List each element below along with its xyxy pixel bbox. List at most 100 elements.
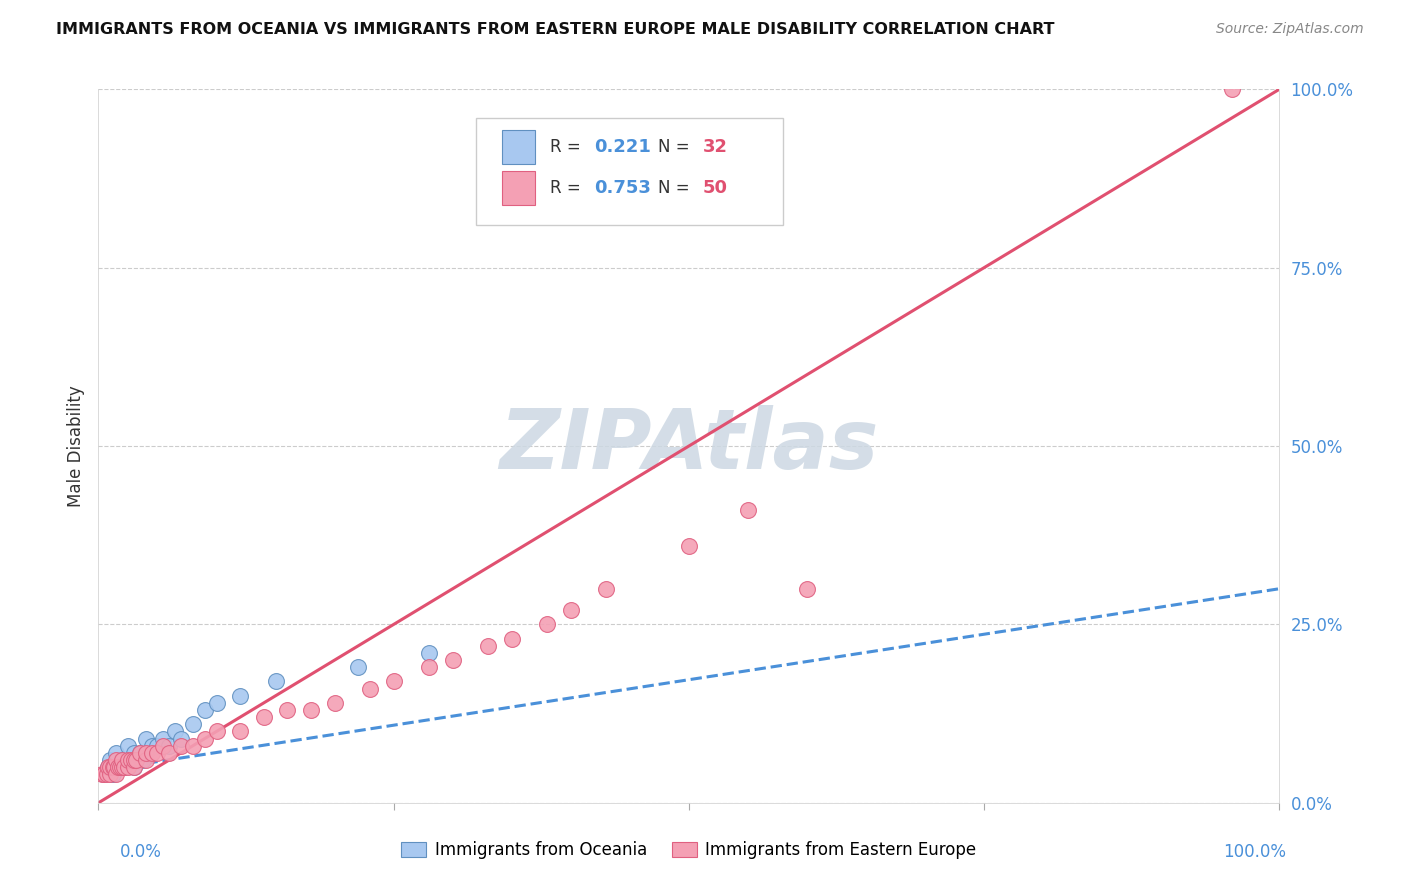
Point — [132, 753, 155, 767]
Point — [141, 739, 163, 753]
Point — [107, 760, 129, 774]
Point — [181, 739, 204, 753]
Point — [229, 689, 252, 703]
Point — [91, 767, 114, 781]
Point — [477, 639, 499, 653]
Point — [97, 760, 120, 774]
Point — [299, 703, 322, 717]
Point — [111, 753, 134, 767]
Point — [141, 746, 163, 760]
Point — [194, 731, 217, 746]
Point — [181, 717, 204, 731]
Point — [112, 760, 135, 774]
Text: 0.753: 0.753 — [595, 178, 651, 196]
Bar — [502, 130, 536, 164]
Text: 0.0%: 0.0% — [120, 843, 162, 861]
Point — [111, 760, 134, 774]
Text: R =: R = — [550, 178, 585, 196]
Point — [595, 582, 617, 596]
Point — [97, 760, 120, 774]
Point — [229, 724, 252, 739]
Point — [135, 753, 157, 767]
Point — [418, 646, 440, 660]
FancyBboxPatch shape — [477, 118, 783, 225]
Point — [117, 753, 139, 767]
Point — [98, 760, 121, 774]
Point — [93, 767, 115, 781]
Point — [418, 660, 440, 674]
Text: N =: N = — [658, 178, 695, 196]
Point — [264, 674, 287, 689]
Point — [253, 710, 276, 724]
Point — [93, 767, 115, 781]
Point — [323, 696, 346, 710]
Point — [205, 724, 228, 739]
Point — [678, 539, 700, 553]
Y-axis label: Male Disability: Male Disability — [66, 385, 84, 507]
Point — [796, 582, 818, 596]
Point — [101, 760, 124, 774]
Point — [96, 767, 118, 781]
Text: IMMIGRANTS FROM OCEANIA VS IMMIGRANTS FROM EASTERN EUROPE MALE DISABILITY CORREL: IMMIGRANTS FROM OCEANIA VS IMMIGRANTS FR… — [56, 22, 1054, 37]
Point — [105, 746, 128, 760]
Text: ZIPAtlas: ZIPAtlas — [499, 406, 879, 486]
Point — [101, 767, 124, 781]
Point — [135, 746, 157, 760]
Point — [111, 753, 134, 767]
Point — [501, 632, 523, 646]
Point — [105, 760, 128, 774]
Point — [276, 703, 298, 717]
Point — [125, 753, 148, 767]
Point — [152, 739, 174, 753]
Text: Source: ZipAtlas.com: Source: ZipAtlas.com — [1216, 22, 1364, 37]
Point — [128, 746, 150, 760]
Point — [1220, 82, 1243, 96]
Point — [157, 746, 180, 760]
Point — [146, 739, 169, 753]
Point — [108, 760, 131, 774]
Point — [122, 746, 145, 760]
Text: N =: N = — [658, 138, 695, 156]
Point — [152, 731, 174, 746]
Point — [112, 760, 135, 774]
Point — [111, 760, 134, 774]
Point — [117, 739, 139, 753]
Point — [135, 731, 157, 746]
Point — [146, 746, 169, 760]
Point — [128, 746, 150, 760]
Point — [117, 753, 139, 767]
Point — [98, 767, 121, 781]
Point — [105, 767, 128, 781]
Point — [441, 653, 464, 667]
Point — [121, 753, 143, 767]
Text: 100.0%: 100.0% — [1223, 843, 1286, 861]
Text: 32: 32 — [703, 138, 728, 156]
Point — [135, 746, 157, 760]
Point — [170, 731, 193, 746]
Text: 50: 50 — [703, 178, 728, 196]
Point — [98, 753, 121, 767]
Text: R =: R = — [550, 138, 585, 156]
Point — [382, 674, 405, 689]
Point — [170, 739, 193, 753]
Point — [157, 739, 180, 753]
Point — [122, 760, 145, 774]
Point — [125, 753, 148, 767]
Point — [122, 760, 145, 774]
Bar — [502, 170, 536, 205]
Point — [536, 617, 558, 632]
Text: 0.221: 0.221 — [595, 138, 651, 156]
Point — [560, 603, 582, 617]
Point — [117, 760, 139, 774]
Point — [194, 703, 217, 717]
Point — [105, 753, 128, 767]
Point — [103, 760, 125, 774]
Point — [165, 724, 187, 739]
Point — [359, 681, 381, 696]
Legend: Immigrants from Oceania, Immigrants from Eastern Europe: Immigrants from Oceania, Immigrants from… — [395, 835, 983, 866]
Point — [205, 696, 228, 710]
Point — [737, 503, 759, 517]
Point — [98, 760, 121, 774]
Point — [347, 660, 370, 674]
Point — [122, 753, 145, 767]
